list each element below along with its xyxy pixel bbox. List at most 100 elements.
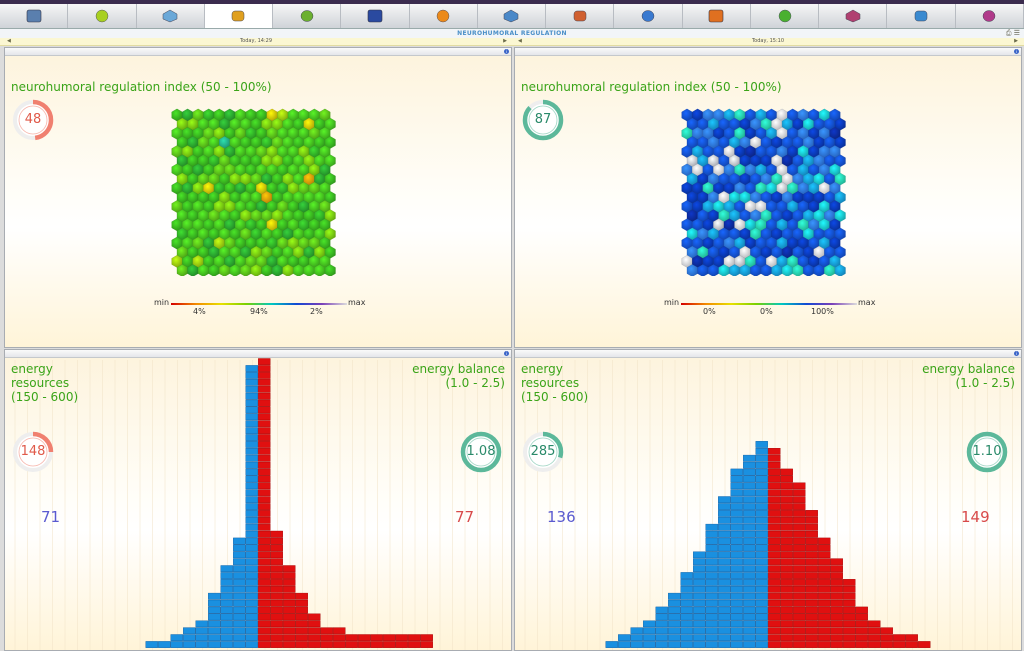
pyramid-cell xyxy=(233,544,246,552)
pyramid-cell xyxy=(680,613,693,621)
pyramid-cell xyxy=(220,599,233,607)
pyramid-cell xyxy=(258,392,271,400)
pyramid-cell xyxy=(793,516,806,524)
pyramid-cell xyxy=(718,620,731,628)
legend-mid-percent: 0% xyxy=(760,307,773,316)
info-icon[interactable]: i xyxy=(504,49,509,54)
pyramid-cell xyxy=(655,613,668,621)
tab-brain[interactable] xyxy=(956,4,1024,28)
tab-bar-stack[interactable] xyxy=(546,4,615,28)
print-icon[interactable]: ⎙ xyxy=(1005,29,1012,37)
pyramid-cell xyxy=(295,627,308,635)
pyramid-cell xyxy=(233,585,246,593)
tab-orange-sphere[interactable] xyxy=(410,4,478,28)
left-count: 136 xyxy=(547,508,576,526)
pyramid-cell xyxy=(780,503,793,510)
panel-header: i xyxy=(515,48,1021,56)
arrow-left-icon[interactable]: ◀ xyxy=(7,38,11,44)
info-icon[interactable]: i xyxy=(1014,49,1019,54)
pyramid-cell xyxy=(768,599,781,607)
pyramid-cell xyxy=(245,372,258,379)
regulation-index-title: neurohumoral regulation index (50 - 100%… xyxy=(11,80,272,94)
regulation-panel-right: i neurohumoral regulation index (50 - 10… xyxy=(514,47,1022,348)
pyramid-cell xyxy=(320,634,333,642)
pyramid-cell xyxy=(245,461,258,469)
pyramid-cell xyxy=(258,537,271,545)
arrow-right-icon[interactable]: ▶ xyxy=(1014,38,1018,44)
hex-cell xyxy=(324,264,336,276)
pyramid-cell xyxy=(270,613,283,621)
tab-blue-grid[interactable] xyxy=(137,4,205,28)
pyramid-cell xyxy=(655,634,668,642)
info-icon[interactable]: i xyxy=(504,351,509,356)
pyramid-cell xyxy=(183,641,196,648)
pyramid-cell xyxy=(843,620,856,628)
pyramid-cell xyxy=(345,641,358,648)
tab-blue-drop[interactable] xyxy=(614,4,683,28)
navy-square-icon xyxy=(367,9,383,23)
pyramid-cell xyxy=(643,641,656,648)
pyramid-cell xyxy=(718,530,731,538)
pyramid-cell xyxy=(158,641,171,648)
tab-hex-cubes[interactable] xyxy=(204,4,274,28)
session-time-label[interactable]: Today, 14:29 xyxy=(239,38,273,44)
tab-green-organ[interactable] xyxy=(273,4,342,28)
arrow-right-icon[interactable]: ▶ xyxy=(503,38,507,44)
pyramid-cell xyxy=(233,579,246,586)
tab-small-bars[interactable] xyxy=(887,4,956,28)
pyramid-cell xyxy=(768,516,781,524)
pyramid-cell xyxy=(830,599,843,607)
pyramid-cell xyxy=(693,592,706,600)
pyramid-cell xyxy=(730,592,743,600)
pyramid-cell xyxy=(730,565,743,573)
pyramid-cell xyxy=(680,592,693,600)
pyramid-cell xyxy=(258,641,271,648)
pyramid-cell xyxy=(793,510,806,517)
pyramid-cell xyxy=(618,634,631,642)
pyramid-cell xyxy=(258,627,271,635)
pyramid-cell xyxy=(258,420,271,428)
tab-monitor-chart[interactable] xyxy=(0,4,69,28)
export-icon[interactable]: ☰ xyxy=(1013,29,1020,37)
pyramid-cell xyxy=(730,606,743,614)
pyramid-cell xyxy=(868,620,881,628)
pyramid-cell xyxy=(730,468,743,476)
pyramid-cell xyxy=(258,358,271,366)
tab-blue-map[interactable] xyxy=(478,4,547,28)
tab-green-circle[interactable] xyxy=(68,4,137,28)
pyramid-cell xyxy=(693,565,706,573)
pyramid-cell xyxy=(705,599,718,607)
pyramid-cell xyxy=(693,599,706,607)
pyramid-cell xyxy=(283,641,296,648)
pyramid-cell xyxy=(755,516,768,524)
pyramid-cell xyxy=(743,510,756,517)
tab-house[interactable] xyxy=(819,4,888,28)
pyramid-cell xyxy=(233,627,246,635)
pyramid-cell xyxy=(805,627,818,635)
pyramid-cell xyxy=(618,641,631,648)
pyramid-cell xyxy=(893,634,906,642)
pyramid-cell xyxy=(208,606,221,614)
pyramid-cell xyxy=(743,627,756,635)
pyramid-cell xyxy=(755,537,768,545)
pyramid-cell xyxy=(245,434,258,441)
pyramid-cell xyxy=(793,592,806,600)
pyramid-cell xyxy=(705,579,718,586)
pyramid-cell xyxy=(245,613,258,621)
tab-orange-om[interactable] xyxy=(683,4,751,28)
pyramid-cell xyxy=(768,496,781,504)
pyramid-cell xyxy=(730,544,743,552)
pyramid-cell xyxy=(680,641,693,648)
session-time-label[interactable]: Today, 15:10 xyxy=(751,38,785,44)
arrow-left-icon[interactable]: ◀ xyxy=(518,38,522,44)
pyramid-cell xyxy=(408,641,421,648)
info-icon[interactable]: i xyxy=(1014,351,1019,356)
tab-navy-square[interactable] xyxy=(341,4,410,28)
tab-green-cycle[interactable] xyxy=(751,4,820,28)
pyramid-cell xyxy=(843,613,856,621)
pyramid-cell xyxy=(258,406,271,414)
pyramid-cell xyxy=(830,627,843,635)
pyramid-cell xyxy=(245,503,258,510)
pyramid-cell xyxy=(768,606,781,614)
monitor-chart-icon xyxy=(26,9,41,23)
